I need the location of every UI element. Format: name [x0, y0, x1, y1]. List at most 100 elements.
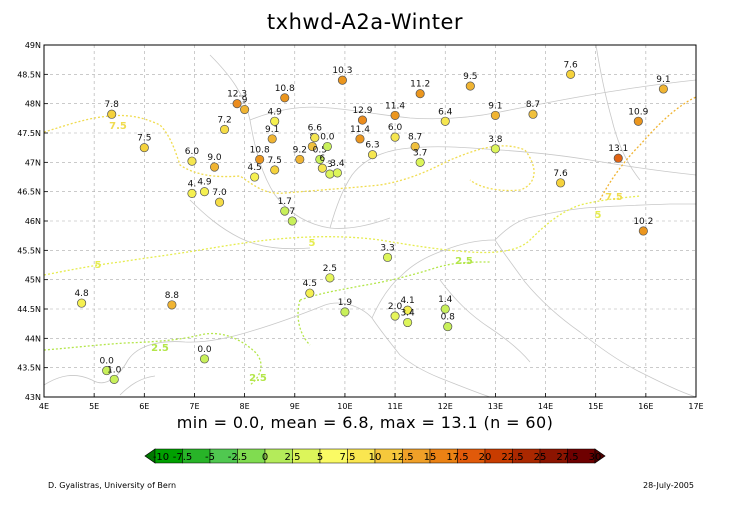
station-marker [250, 172, 260, 182]
station-value-label: 4.1 [400, 296, 414, 306]
station-value-label: 10.8 [275, 84, 295, 94]
station-marker [490, 144, 500, 154]
station-value-label: 11.4 [350, 125, 370, 135]
station-value-label: 3.3 [380, 243, 394, 253]
station-marker [337, 75, 347, 85]
station-marker [77, 298, 87, 308]
station-marker [187, 188, 197, 198]
station-marker [307, 141, 317, 152]
station-marker [270, 116, 280, 126]
station-marker [267, 134, 277, 144]
colorbar-label: -5 [205, 452, 215, 463]
station-value-label: 6.6 [308, 124, 323, 134]
summary-statistics: min = 0.0, mean = 6.8, max = 13.1 (n = 6… [176, 413, 554, 432]
lat-tick-label: 43N [25, 393, 41, 402]
station-value-label: 10.3 [332, 66, 352, 76]
station-marker [465, 81, 475, 91]
station-value-label: 7.5 [268, 156, 282, 166]
station-value-label: 11.4 [385, 101, 405, 111]
station-value-label: 8.8 [165, 291, 180, 301]
station-marker [214, 197, 225, 207]
station-marker [556, 178, 566, 188]
map-title: txhwd-A2a-Winter [266, 10, 464, 34]
station-value-label: 9.1 [656, 75, 670, 85]
contour-label: 2.5 [455, 256, 473, 267]
colorbar-labels: -10 -7.5 -5 -2.5 0 2.5 5 7.5 10 12.5 15 17.5 20 22.5 2… [153, 452, 602, 463]
colorbar-label: 2.5 [285, 452, 301, 463]
lon-tick-label: 9E [290, 402, 300, 411]
station-marker [490, 110, 500, 120]
station-value-label: 10.8 [250, 145, 270, 155]
station-value-label: 3.4 [400, 308, 415, 318]
station-marker [440, 304, 450, 314]
station-value-label: 6.4 [438, 107, 453, 117]
lon-tick-label: 17E [688, 402, 703, 411]
station-value-label: 10.9 [628, 107, 648, 117]
station-marker [255, 154, 265, 164]
colorbar-label: -7.5 [173, 452, 193, 463]
station-marker [410, 141, 420, 152]
colorbar [144, 448, 606, 464]
station-marker [287, 216, 297, 226]
coastlines [44, 45, 696, 397]
station-value-label: 1.9 [338, 298, 353, 308]
colorbar-label: 0 [262, 452, 268, 463]
station-value-label: 4.5 [247, 163, 261, 173]
author-credit: D. Gyalistras, University of Bern [48, 481, 177, 490]
station-value-label: 4. [188, 179, 197, 189]
station-value-label: 2.0 [388, 302, 403, 312]
lon-tick-label: 4E [39, 402, 49, 411]
station-marker [415, 89, 425, 99]
station-marker [209, 162, 220, 172]
station-value-label: 7.5 [137, 134, 151, 144]
station-marker [315, 154, 325, 164]
contour-lines [44, 96, 696, 386]
station-value-label: 7.2 [217, 115, 231, 125]
colorbar-label: 10 [369, 452, 382, 463]
station-value-label: 9.1 [265, 125, 279, 135]
colorbar-label: 7.5 [340, 452, 356, 463]
station-marker [220, 124, 230, 135]
station-marker [325, 169, 335, 179]
station-marker [633, 116, 643, 126]
lat-tick-label: 48.5N [17, 70, 41, 79]
lon-tick-label: 14E [538, 402, 553, 411]
station-marker [187, 156, 197, 166]
station-marker [280, 206, 290, 216]
contour-label: 7.5 [605, 192, 623, 203]
station-value-label: 9.0 [207, 153, 222, 163]
station-marker [310, 133, 320, 143]
lat-tick-label: 48N [25, 100, 41, 109]
station-value-label: 7 [289, 207, 295, 217]
lon-tick-label: 11E [387, 402, 402, 411]
station-marker [638, 226, 648, 236]
station-marker [403, 305, 413, 315]
station-marker [232, 99, 242, 109]
colorbar-label: -2.5 [228, 452, 248, 463]
station-value-label: 12.9 [352, 106, 372, 116]
station-value-label: 8.7 [526, 100, 540, 110]
station-marker [139, 143, 149, 153]
station-marker [390, 132, 400, 142]
contour-label: 5 [309, 238, 316, 249]
colorbar-label: 30 [589, 452, 602, 463]
station-value-label: 3.4 [330, 159, 345, 169]
station-value-label: 0.8 [441, 313, 456, 323]
station-marker [658, 84, 668, 94]
station-value-label: 9.1 [488, 101, 502, 111]
lat-tick-label: 45N [25, 276, 41, 285]
contour-label: 7.5 [109, 121, 127, 132]
lon-tick-label: 15E [588, 402, 603, 411]
lat-tick-label: 46.5N [17, 188, 41, 197]
station-marker [280, 93, 290, 103]
station-value-label: 0.0 [320, 132, 335, 142]
station-value-label: 9.2 [293, 145, 307, 155]
station-value-label: 9 [242, 96, 248, 106]
contour-label: 2.5 [151, 343, 169, 354]
station-marker [528, 109, 538, 119]
colorbar-label: 12.5 [391, 452, 413, 463]
map-grid [44, 45, 696, 397]
colorbar-label: 20 [479, 452, 492, 463]
station-marker [109, 374, 119, 384]
